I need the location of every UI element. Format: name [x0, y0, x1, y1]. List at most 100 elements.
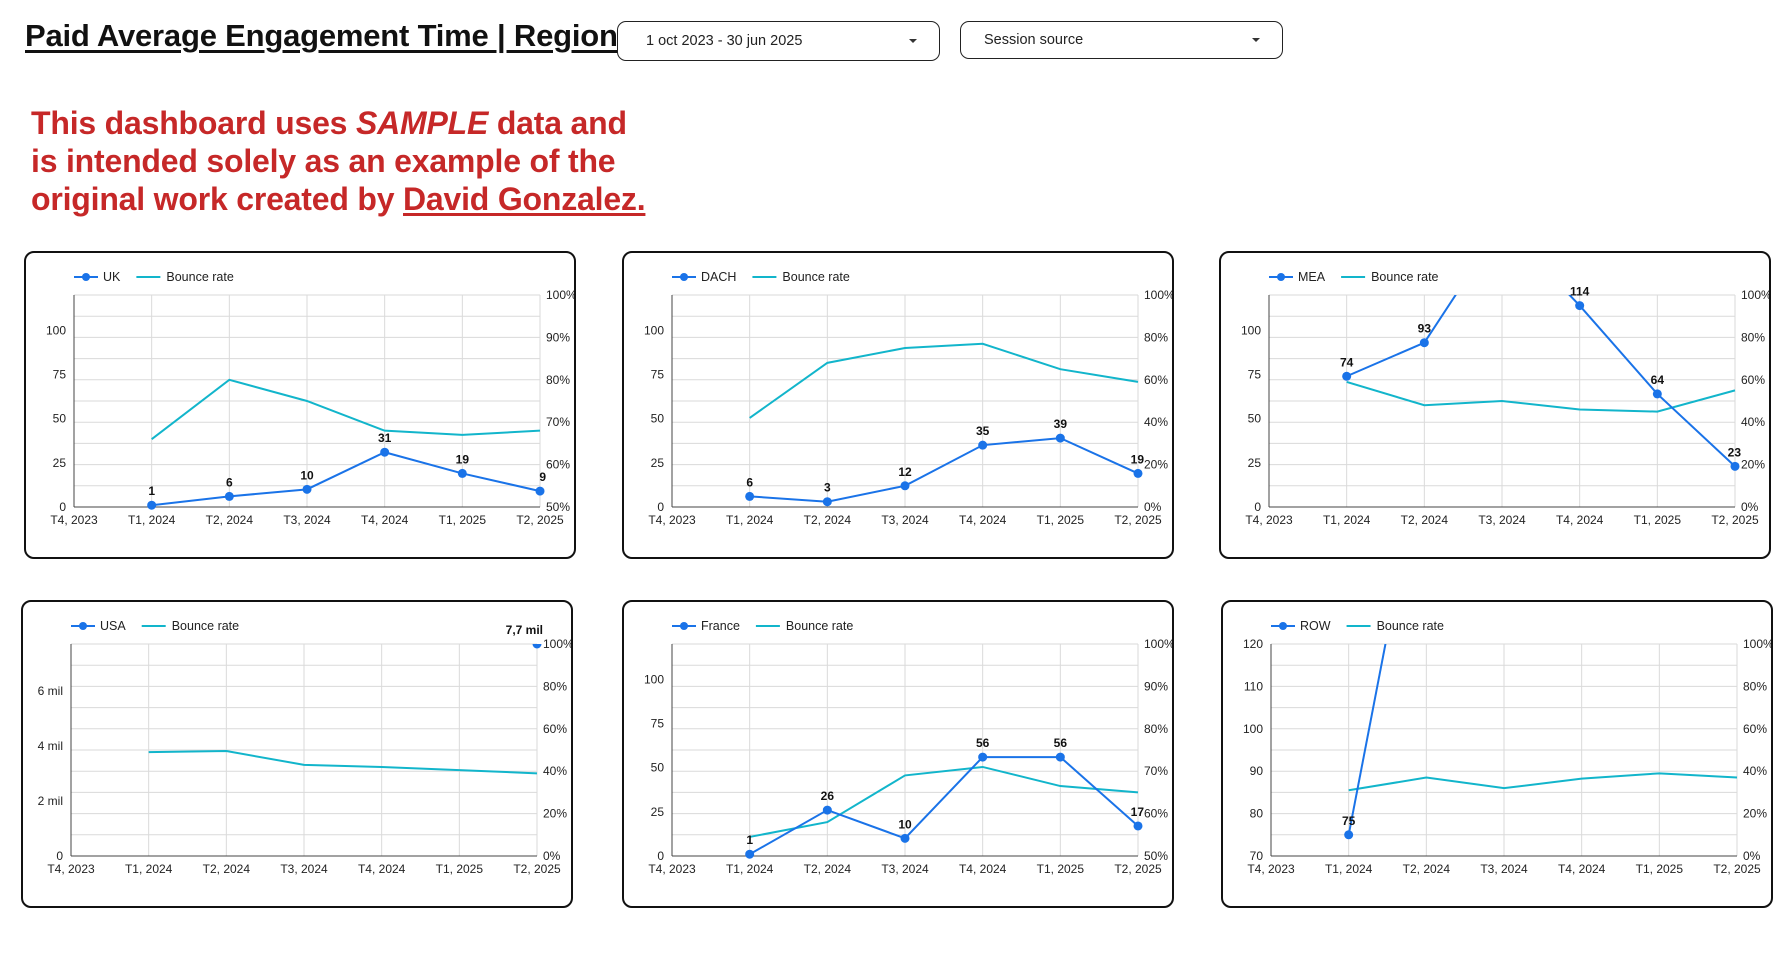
y-right-tick-label: 20%	[1741, 458, 1765, 472]
y-left-tick-label: 50	[1248, 412, 1262, 426]
y-left-tick-label: 4 mil	[38, 739, 63, 753]
x-tick-label: T2, 2024	[206, 513, 254, 527]
engagement-point	[978, 440, 988, 450]
chart-legend: MEA Bounce rate	[1269, 270, 1439, 284]
data-label: 9	[539, 470, 546, 484]
x-tick-label: T2, 2024	[804, 513, 852, 527]
session-source-dropdown[interactable]: Session source	[960, 21, 1283, 59]
y-left-tick-label: 50	[651, 761, 665, 775]
x-tick-label: T1, 2025	[436, 862, 484, 876]
x-tick-label: T3, 2024	[881, 513, 929, 527]
y-right-tick-label: 100%	[1144, 637, 1174, 651]
chart-card-row: 70 80 90 100 110 120 0% 20% 40% 60% 80% 100% T4, 202…	[1221, 600, 1773, 908]
engagement-point	[1055, 752, 1065, 762]
x-tick-label: T2, 2025	[1114, 862, 1162, 876]
data-label: 19	[456, 452, 470, 466]
y-left-tick-label: 2 mil	[38, 794, 63, 808]
y-right-tick-label: 20%	[1743, 807, 1767, 821]
data-label: 6	[226, 475, 233, 489]
chevron-down-icon	[1252, 38, 1260, 42]
legend-marker-engagement	[79, 622, 87, 630]
y-left-tick-label: 110	[1244, 679, 1263, 693]
legend-label-engagement: MEA	[1298, 270, 1326, 284]
engagement-line	[749, 756, 1139, 856]
data-label: 31	[378, 431, 392, 445]
x-tick-label: T2, 2024	[804, 862, 852, 876]
x-tick-label: T1, 2025	[439, 513, 487, 527]
y-right-tick-label: 40%	[1741, 415, 1765, 429]
data-label: 26	[821, 789, 835, 803]
engagement-point	[224, 491, 234, 501]
x-tick-label: T3, 2024	[283, 513, 331, 527]
engagement-point	[1344, 830, 1354, 840]
engagement-series	[1342, 295, 1740, 471]
chart-card-france: 0 25 50 75 100 50% 60% 70% 80% 90% 100% T4, 2023 T1,…	[622, 600, 1174, 908]
engagement-point	[457, 468, 467, 478]
y-right-tick-label: 40%	[543, 764, 567, 778]
author-link[interactable]: David Gonzalez.	[403, 181, 646, 217]
y-right-tick-label: 100%	[543, 637, 573, 651]
engagement-point	[1342, 371, 1352, 381]
x-tick-label: T4, 2023	[1245, 513, 1293, 527]
engagement-point	[1055, 433, 1065, 443]
x-tick-label: T4, 2024	[1556, 513, 1604, 527]
y-right-tick-label: 90%	[1144, 679, 1168, 693]
y-left-tick-label: 50	[651, 412, 665, 426]
chart-card-uk: 0 25 50 75 100 50% 60% 70% 80% 90% 100% T4, 2023 T1,…	[24, 251, 576, 559]
y-right-tick-label: 80%	[543, 679, 567, 693]
engagement-series	[745, 752, 1143, 859]
engagement-point	[1652, 389, 1662, 399]
engagement-point	[1133, 821, 1143, 831]
data-label: 6	[746, 475, 753, 489]
chart-legend: France Bounce rate	[672, 619, 853, 633]
engagement-line	[1346, 295, 1736, 468]
x-tick-label: T1, 2024	[726, 513, 774, 527]
y-right-tick-label: 90%	[546, 330, 570, 344]
y-left-tick-label: 100	[1243, 722, 1263, 736]
date-range-dropdown[interactable]: 1 oct 2023 - 30 jun 2025	[617, 21, 940, 61]
x-tick-label: T2, 2025	[513, 862, 561, 876]
legend-label-bounce: Bounce rate	[1377, 619, 1444, 633]
x-tick-label: T3, 2024	[1478, 513, 1526, 527]
notice-text: is intended solely as an example of the	[31, 143, 616, 179]
engagement-point	[380, 447, 390, 457]
y-right-tick-label: 100%	[1144, 288, 1174, 302]
engagement-point	[147, 500, 157, 510]
y-left-tick-label: 80	[1250, 807, 1264, 821]
data-label: 19	[1131, 452, 1145, 466]
y-left-tick-label: 25	[1248, 456, 1262, 470]
x-tick-label: T1, 2025	[1636, 862, 1684, 876]
y-right-tick-label: 100%	[1743, 637, 1773, 651]
engagement-point	[1419, 338, 1429, 348]
y-right-tick-label: 80%	[1144, 330, 1168, 344]
data-label: 10	[898, 817, 912, 831]
y-left-tick-label: 90	[1250, 764, 1264, 778]
y-left-tick-label: 0	[657, 500, 664, 514]
y-left-tick-label: 75	[53, 368, 67, 382]
x-tick-label: T1, 2024	[1325, 862, 1373, 876]
x-tick-label: T3, 2024	[1480, 862, 1528, 876]
engagement-point	[900, 481, 910, 491]
page-title: Paid Average Engagement Time | Region	[25, 18, 618, 53]
x-tick-label: T3, 2024	[280, 862, 328, 876]
x-tick-label: T2, 2024	[203, 862, 251, 876]
y-right-tick-label: 80%	[1144, 722, 1168, 736]
y-right-tick-label: 100%	[546, 288, 576, 302]
x-tick-label: T2, 2025	[1711, 513, 1759, 527]
legend-label-bounce: Bounce rate	[786, 619, 853, 633]
y-right-tick-label: 100%	[1741, 288, 1771, 302]
x-tick-label: T4, 2024	[959, 862, 1007, 876]
data-label: 56	[976, 736, 990, 750]
data-label: 23	[1728, 445, 1742, 459]
engagement-line	[151, 451, 541, 507]
data-label: 1	[148, 484, 155, 498]
legend-label-engagement: UK	[103, 270, 121, 284]
y-right-tick-label: 0%	[1743, 849, 1761, 863]
y-left-tick-label: 6 mil	[38, 684, 63, 698]
notice-emphasis: SAMPLE	[355, 105, 489, 141]
x-tick-label: T4, 2024	[361, 513, 409, 527]
x-tick-label: T4, 2023	[50, 513, 98, 527]
x-tick-label: T1, 2025	[1037, 862, 1085, 876]
y-left-tick-label: 120	[1243, 637, 1263, 651]
y-left-tick-label: 70	[1250, 849, 1264, 863]
